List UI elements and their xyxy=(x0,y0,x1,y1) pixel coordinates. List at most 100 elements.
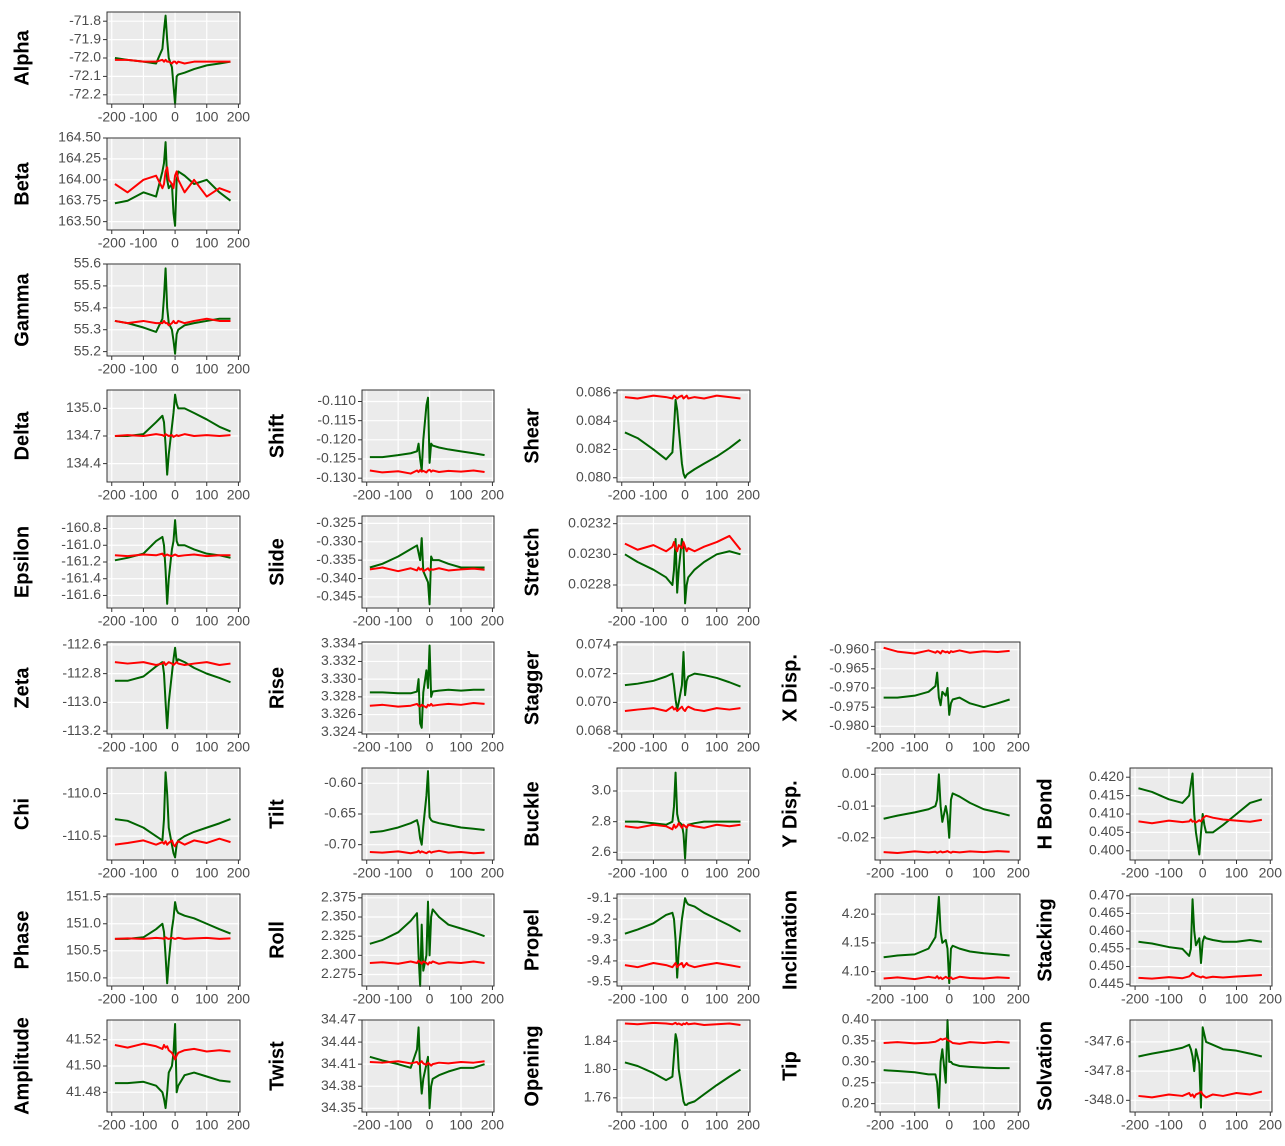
x-tick-label: -200 xyxy=(866,991,894,1007)
x-tick-label: -100 xyxy=(639,865,667,881)
x-tick-label: 0 xyxy=(426,1117,434,1133)
y-tick-label: -9.4 xyxy=(587,952,611,968)
series-line xyxy=(883,1019,1010,1109)
x-tick-label: -200 xyxy=(98,487,126,503)
x-tick-label: 200 xyxy=(227,235,251,251)
x-tick-label: 100 xyxy=(972,865,996,881)
series-line xyxy=(624,1033,742,1106)
y-axis-label: Solvation xyxy=(1034,1021,1056,1111)
x-tick-label: 0 xyxy=(426,739,434,755)
x-tick-label: 100 xyxy=(705,613,729,629)
x-tick-label: 100 xyxy=(972,1117,996,1133)
y-tick-label: -161.2 xyxy=(61,553,101,569)
panel-border xyxy=(106,137,241,231)
x-tick-label: -100 xyxy=(639,487,667,503)
x-tick-label: 100 xyxy=(705,991,729,1007)
y-tick-label: -72.1 xyxy=(69,67,101,83)
x-tick-label: 100 xyxy=(195,361,219,377)
y-tick-label: 0.0230 xyxy=(568,545,611,561)
y-tick-label: -161.0 xyxy=(61,536,101,552)
x-tick-label: -200 xyxy=(866,739,894,755)
x-tick-label: 200 xyxy=(737,487,761,503)
panel-border xyxy=(106,641,241,735)
y-axis-label: Propel xyxy=(521,909,543,971)
y-tick-label: 3.328 xyxy=(321,688,356,704)
y-tick-label: 1.84 xyxy=(584,1032,611,1048)
panel-border xyxy=(361,893,495,987)
x-tick-label: 200 xyxy=(737,739,761,755)
series-line xyxy=(369,1060,485,1067)
x-tick-label: -100 xyxy=(129,235,157,251)
y-tick-label: 0.415 xyxy=(1089,786,1124,802)
series-line xyxy=(883,850,1010,855)
panel-border xyxy=(106,389,241,483)
x-tick-label: 200 xyxy=(1007,991,1031,1007)
x-tick-label: 200 xyxy=(737,865,761,881)
y-tick-label: 0.082 xyxy=(576,440,611,456)
series-line xyxy=(114,936,231,940)
y-axis-label: Rise xyxy=(266,667,288,709)
x-tick-label: 0 xyxy=(945,991,953,1007)
series-line xyxy=(114,433,231,438)
panel-background xyxy=(107,768,240,860)
x-tick-label: -100 xyxy=(639,739,667,755)
x-tick-label: 200 xyxy=(1007,1117,1031,1133)
x-tick-label: -100 xyxy=(901,739,929,755)
series-line xyxy=(369,644,485,729)
y-tick-label: 0.20 xyxy=(842,1094,869,1110)
y-tick-label: 3.330 xyxy=(321,670,356,686)
series-line xyxy=(624,897,741,979)
panel-border xyxy=(361,767,495,861)
x-tick-label: -100 xyxy=(901,1117,929,1133)
panel-border xyxy=(361,641,495,735)
x-tick-label: -100 xyxy=(129,361,157,377)
y-axis-label: Phase xyxy=(11,911,33,970)
series-line xyxy=(114,1022,231,1110)
y-tick-label: 55.4 xyxy=(74,299,101,315)
y-tick-label: -113.0 xyxy=(62,693,101,709)
panel-border xyxy=(361,389,495,483)
series-line xyxy=(624,822,741,831)
y-tick-label: 0.068 xyxy=(576,722,611,738)
x-tick-label: 0 xyxy=(171,487,179,503)
y-tick-label: 41.52 xyxy=(66,1030,101,1046)
y-tick-label: -71.9 xyxy=(69,30,101,46)
y-tick-label: 0.070 xyxy=(576,693,611,709)
y-axis-label: Twist xyxy=(266,1041,288,1091)
x-tick-label: 0 xyxy=(1199,991,1207,1007)
y-tick-label: -110.0 xyxy=(62,784,101,800)
y-tick-label: 2.375 xyxy=(321,889,356,905)
y-tick-label: 151.0 xyxy=(66,914,101,930)
series-line xyxy=(1138,971,1262,980)
x-tick-label: 100 xyxy=(195,991,219,1007)
series-line xyxy=(883,773,1010,839)
panel-background xyxy=(617,390,750,482)
y-tick-label: 0.084 xyxy=(576,412,611,428)
y-tick-label: -113.2 xyxy=(62,722,101,738)
x-tick-label: 100 xyxy=(972,991,996,1007)
x-tick-label: 0 xyxy=(681,487,689,503)
x-tick-label: 0 xyxy=(681,991,689,1007)
x-tick-label: -200 xyxy=(608,865,636,881)
y-tick-label: -160.8 xyxy=(61,519,101,535)
y-tick-label: 0.25 xyxy=(842,1073,869,1089)
x-tick-label: 100 xyxy=(195,109,219,125)
y-tick-label: 0.470 xyxy=(1089,886,1124,902)
y-tick-label: -112.8 xyxy=(62,664,101,680)
x-tick-label: 200 xyxy=(1259,991,1283,1007)
series-line xyxy=(114,1042,231,1061)
x-tick-label: 100 xyxy=(195,487,219,503)
y-tick-label: -72.0 xyxy=(69,49,101,65)
x-tick-label: 100 xyxy=(1225,865,1249,881)
panel-border xyxy=(874,893,1021,987)
x-tick-label: -100 xyxy=(384,1117,412,1133)
y-tick-label: 0.465 xyxy=(1089,904,1124,920)
y-tick-label: 55.6 xyxy=(74,255,101,271)
series-line xyxy=(624,1021,741,1026)
y-axis-label: Buckle xyxy=(521,781,543,847)
y-tick-label: 1.80 xyxy=(584,1060,611,1076)
y-tick-label: 0.405 xyxy=(1089,823,1124,839)
x-tick-label: 0 xyxy=(681,613,689,629)
x-tick-label: -200 xyxy=(608,613,636,629)
x-tick-label: 100 xyxy=(195,739,219,755)
